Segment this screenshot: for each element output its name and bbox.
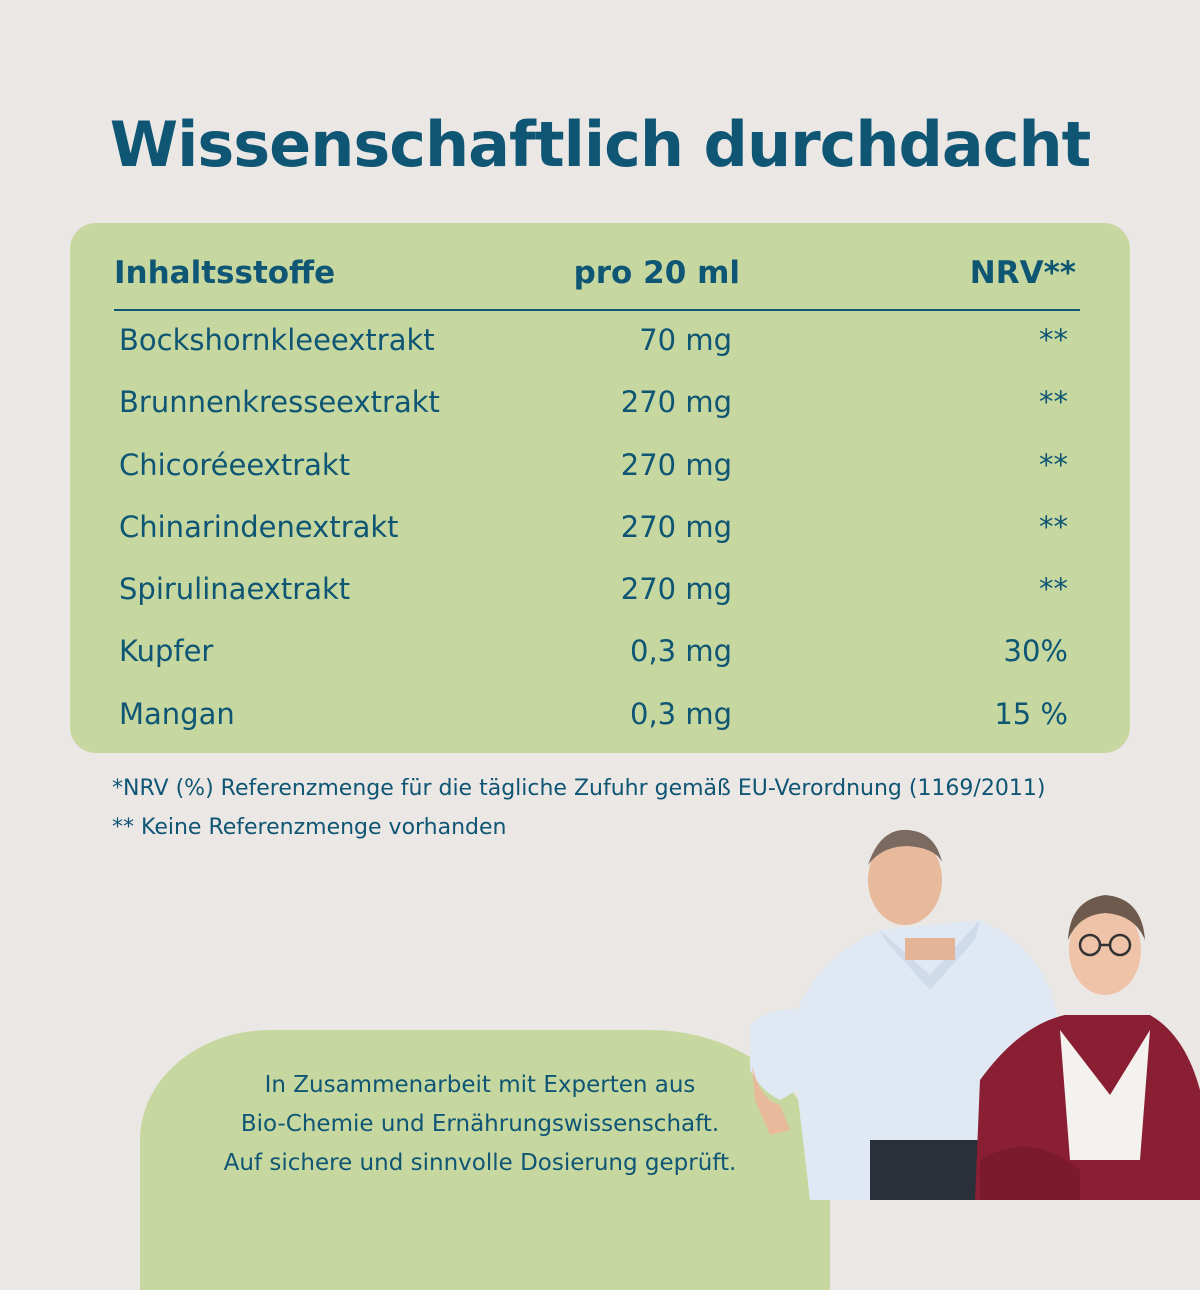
table-row: Spirulinaextrakt 270 mg **	[70, 572, 1130, 634]
header-nrv: NRV**	[969, 255, 1076, 291]
expert-woman-figure	[975, 895, 1200, 1200]
callout-text: In Zusammenarbeit mit Experten aus Bio-C…	[150, 1066, 810, 1183]
ingredient-name: Spirulinaextrakt	[119, 572, 351, 607]
header-amount: pro 20 ml	[573, 255, 740, 291]
ingredient-name: Chicoréeextrakt	[119, 447, 351, 482]
ingredient-nrv: 15 %	[994, 696, 1068, 731]
ingredient-amount: 270 mg	[620, 509, 732, 544]
footnote-nrv: *NRV (%) Referenzmenge für die tägliche …	[112, 776, 1046, 801]
callout-line: Bio-Chemie und Ernährungswissenschaft.	[240, 1111, 720, 1137]
table-row: Brunnenkresseextrakt 270 mg **	[70, 385, 1130, 447]
table-row: Chinarindenextrakt 270 mg **	[70, 510, 1130, 572]
callout-line: Auf sichere und sinnvolle Dosierung gepr…	[223, 1150, 737, 1176]
page-title: Wissenschaftlich durchdacht	[109, 108, 1092, 181]
ingredient-name: Bockshornkleeextrakt	[119, 323, 435, 357]
experts-photo	[750, 829, 1200, 1200]
table-header: Inhaltsstoffe pro 20 ml NRV**	[70, 223, 1130, 313]
ingredient-amount: 270 mg	[620, 572, 732, 607]
ingredient-amount: 0,3 mg	[630, 696, 732, 731]
ingredient-nrv: 30%	[1003, 634, 1068, 669]
ingredient-name: Chinarindenextrakt	[119, 509, 399, 544]
header-divider	[114, 309, 1080, 311]
ingredient-amount: 0,3 mg	[630, 634, 732, 669]
ingredient-amount: 270 mg	[620, 447, 732, 482]
ingredient-name: Mangan	[119, 696, 235, 731]
ingredient-amount: 70 mg	[639, 323, 732, 357]
ingredient-name: Kupfer	[119, 634, 214, 669]
table-body: Bockshornkleeextrakt 70 mg ** Brunnenkre…	[70, 323, 1130, 759]
ingredient-nrv: **	[1039, 509, 1068, 544]
table-row: Bockshornkleeextrakt 70 mg **	[70, 323, 1130, 385]
ingredient-name: Brunnenkresseextrakt	[119, 385, 440, 420]
ingredient-amount: 270 mg	[620, 385, 732, 420]
table-row: Chicoréeextrakt 270 mg **	[70, 448, 1130, 510]
expert-man-figure	[750, 829, 1060, 1200]
header-ingredients: Inhaltsstoffe	[114, 255, 336, 291]
callout-line: In Zusammenarbeit mit Experten aus	[264, 1072, 696, 1098]
ingredients-table: Inhaltsstoffe pro 20 ml NRV** Bockshornk…	[70, 223, 1130, 753]
footnotes: *NRV (%) Referenzmenge für die tägliche …	[112, 776, 1045, 854]
footnote-no-reference: ** Keine Referenzmenge vorhanden	[112, 815, 507, 840]
ingredient-nrv: **	[1039, 323, 1068, 357]
ingredient-nrv: **	[1039, 447, 1068, 482]
ingredient-nrv: **	[1039, 572, 1068, 607]
table-row: Kupfer 0,3 mg 30%	[70, 634, 1130, 696]
table-row: Mangan 0,3 mg 15 %	[70, 697, 1130, 759]
ingredient-nrv: **	[1039, 385, 1068, 420]
